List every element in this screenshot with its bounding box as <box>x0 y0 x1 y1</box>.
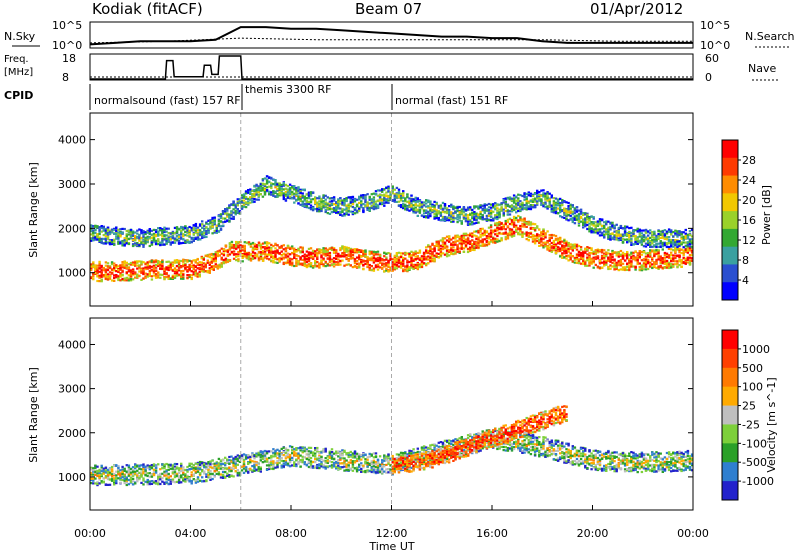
cpid-segment-1: normalsound (fast) 157 RF <box>94 94 241 107</box>
time-tick-1: 00:00 <box>74 527 106 540</box>
time-tick-6: 20:00 <box>577 527 609 540</box>
power-ytick-1: 1000 <box>58 267 86 280</box>
time-tick-3: 08:00 <box>275 527 307 540</box>
freq-label-bottom: [MHz] <box>4 67 33 78</box>
time-tick-2: 04:00 <box>175 527 207 540</box>
power-ytick-4: 4000 <box>58 134 86 147</box>
cpid-segment-3: normal (fast) 151 RF <box>395 94 508 107</box>
noise-left-label: N.Sky <box>4 30 36 43</box>
noise-panel: N.Sky 10^5 10^0 10^5 10^0 N.Search <box>4 19 795 52</box>
power-colorbar-tick-7: 28 <box>742 154 756 167</box>
velocity-ytick-2: 2000 <box>58 427 86 440</box>
power-colorbar-tick-1: 4 <box>742 274 749 287</box>
velocity-ytick-4: 4000 <box>58 338 86 351</box>
power-colorbar-tick-5: 20 <box>742 194 756 207</box>
power-colorbar-label: Power [dB] <box>760 185 773 245</box>
velocity-colorbar: -1000 -500 -100 -25 25 100 500 1000 <box>721 329 774 501</box>
power-band-2 <box>90 175 694 249</box>
power-band-1 <box>90 214 694 283</box>
velocity-colorbar-tick-8: 1000 <box>742 343 770 356</box>
power-ytick-3: 3000 <box>58 178 86 191</box>
noise-right-label: N.Search <box>745 30 795 43</box>
freq-right-tick-bottom: 0 <box>705 71 712 84</box>
noise-right-tick-bottom: 10^0 <box>700 39 730 52</box>
power-panel: 1000 2000 3000 4000 Slant Range [km] 4 8 12 16… <box>27 112 773 307</box>
velocity-colorbar-tick-3: -100 <box>742 437 767 450</box>
power-colorbar-tick-4: 16 <box>742 214 756 227</box>
velocity-colorbar-label: Velocity [m s^-1] <box>765 377 778 472</box>
freq-label-top: Freq. <box>4 54 29 65</box>
velocity-ylabel: Slant Range [km] <box>27 367 40 463</box>
station-title: Kodiak (fitACF) <box>92 0 203 18</box>
velocity-colorbar-tick-5: 25 <box>742 400 756 413</box>
power-colorbar: 4 8 12 16 20 24 28 <box>721 139 756 301</box>
cpid-label: CPID <box>4 89 33 102</box>
power-ylabel: Slant Range [km] <box>27 162 40 258</box>
velocity-colorbar-tick-4: -25 <box>742 418 760 431</box>
freq-right-tick-top: 60 <box>705 52 719 65</box>
velocity-colorbar-tick-6: 100 <box>742 381 763 394</box>
time-tick-7: 00:00 <box>677 527 709 540</box>
velocity-colorbar-tick-2: -500 <box>742 456 767 469</box>
power-colorbar-tick-3: 12 <box>742 234 756 247</box>
date-title: 01/Apr/2012 <box>590 0 683 18</box>
velocity-colorbar-tick-1: -1000 <box>742 475 774 488</box>
nave-label: Nave <box>748 62 776 75</box>
freq-series <box>90 55 693 80</box>
velocity-ytick-3: 3000 <box>58 383 86 396</box>
cpid-segment-2: themis 3300 RF <box>245 83 332 96</box>
velocity-panel: 1000 2000 3000 4000 00:00 04:00 08:00 12:00 16:… <box>27 301 778 553</box>
time-tick-5: 16:00 <box>476 527 508 540</box>
cpid-panel: CPID normalsound (fast) 157 RF themis 33… <box>4 83 508 110</box>
power-ytick-2: 2000 <box>58 222 86 235</box>
noise-series-2 <box>89 37 693 44</box>
velocity-colorbar-tick-7: 500 <box>742 362 763 375</box>
frequency-panel: Freq. [MHz] 18 8 60 0 Nave <box>4 52 780 84</box>
velocity-ytick-1: 1000 <box>58 471 86 484</box>
beam-title: Beam 07 <box>355 0 422 18</box>
noise-series-1 <box>89 26 693 46</box>
freq-left-tick-bottom: 8 <box>62 71 69 84</box>
time-tick-4: 12:00 <box>376 527 408 540</box>
velocity-band-2 <box>391 405 568 475</box>
noise-right-tick-top: 10^5 <box>700 19 730 32</box>
power-colorbar-tick-2: 8 <box>742 254 749 267</box>
noise-left-tick-top: 10^5 <box>52 19 82 32</box>
time-axis-label: Time UT <box>368 540 414 553</box>
power-colorbar-tick-6: 24 <box>742 174 756 187</box>
noise-left-tick-bottom: 10^0 <box>52 39 82 52</box>
freq-left-tick-top: 18 <box>62 52 76 65</box>
